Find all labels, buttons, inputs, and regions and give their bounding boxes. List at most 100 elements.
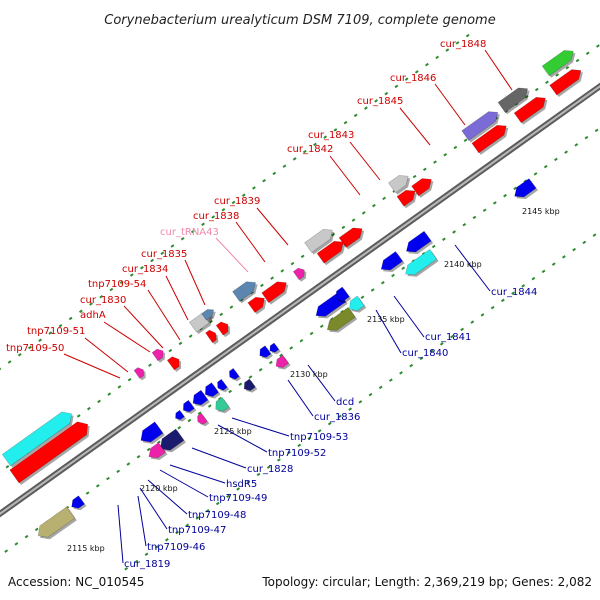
gene-arrow[interactable] (159, 428, 185, 451)
gene-arrow[interactable] (380, 251, 404, 271)
gene-arrow[interactable] (1, 411, 72, 467)
gene-label-dcd[interactable]: dcd (336, 397, 354, 408)
genome-backbone (0, 82, 600, 518)
gene-arrow[interactable] (182, 399, 195, 413)
gene-label-cur-trna43[interactable]: cur_tRNA43 (160, 227, 219, 238)
gene-arrow[interactable] (197, 412, 208, 425)
tick-mark (524, 95, 529, 99)
gene-label-tnp7109-48[interactable]: tnp7109-48 (188, 510, 246, 521)
gene-label-cur-1838[interactable]: cur_1838 (193, 211, 239, 222)
gene-arrow[interactable] (259, 345, 272, 358)
gene-arrow[interactable] (304, 228, 333, 253)
gene-label-tnp7109-54[interactable]: tnp7109-54 (88, 279, 146, 290)
tick-mark (372, 203, 376, 208)
gene-arrow[interactable] (9, 421, 89, 484)
gene-arrow[interactable] (316, 240, 344, 264)
tick-mark (5, 464, 10, 469)
gene-label-tnp7109-51[interactable]: tnp7109-51 (27, 326, 85, 337)
tick-mark (374, 99, 378, 103)
gene-arrow[interactable] (215, 321, 229, 336)
gene-arrow[interactable] (461, 111, 499, 141)
gene-arrow[interactable] (229, 367, 240, 380)
gene-arrow[interactable] (133, 367, 145, 379)
tick-mark (178, 341, 183, 346)
tick-mark (421, 251, 426, 256)
tick-mark (231, 200, 236, 205)
gene-label-tnp7109-46[interactable]: tnp7109-46 (147, 542, 205, 553)
gene-arrow[interactable] (261, 281, 287, 304)
tick-mark (175, 530, 179, 535)
gene-arrow[interactable] (326, 306, 356, 331)
gene-arrow[interactable] (204, 382, 219, 397)
gene-arrow[interactable] (37, 506, 76, 538)
gene-arrow[interactable] (471, 124, 507, 154)
gene-arrow[interactable] (205, 329, 217, 344)
gene-arrow[interactable] (217, 378, 228, 391)
gene-arrow[interactable] (497, 87, 528, 113)
gene-arrow[interactable] (541, 50, 574, 77)
gene-arrow[interactable] (71, 495, 85, 509)
gene-arrow[interactable] (275, 354, 290, 368)
tick-mark (180, 236, 185, 241)
tick-mark (452, 230, 456, 234)
gene-arrow[interactable] (232, 281, 256, 302)
gene-label-tnp7109-50[interactable]: tnp7109-50 (6, 343, 64, 354)
leader-line (434, 83, 466, 126)
gene-label-tnp7109-53[interactable]: tnp7109-53 (290, 432, 348, 443)
tick-mark (287, 450, 291, 455)
gene-arrow[interactable] (292, 267, 305, 281)
gene-arrow[interactable] (338, 227, 363, 248)
gene-label-hsdr5[interactable]: hsdR5 (226, 479, 257, 490)
gene-arrow[interactable] (406, 230, 432, 253)
gene-arrow[interactable] (514, 178, 537, 198)
gene-arrow[interactable] (215, 396, 230, 412)
gene-arrow[interactable] (388, 175, 409, 194)
gene-arrow[interactable] (349, 295, 365, 311)
gene-label-cur-1843[interactable]: cur_1843 (308, 130, 354, 141)
gene-label-cur-1835[interactable]: cur_1835 (141, 249, 187, 260)
tick-mark (394, 84, 399, 89)
gene-arrow[interactable] (335, 286, 350, 302)
gene-arrow[interactable] (243, 378, 256, 391)
gene-arrow[interactable] (201, 309, 215, 321)
gene-label-cur-1845[interactable]: cur_1845 (357, 96, 403, 107)
tick-mark (351, 218, 356, 222)
gene-arrow[interactable] (411, 178, 432, 197)
tick-mark (226, 494, 230, 498)
gene-arrow[interactable] (140, 421, 164, 443)
gene-label-cur-1839[interactable]: cur_1839 (214, 196, 260, 207)
gene-arrow[interactable] (151, 348, 164, 362)
gene-label-cur-1841[interactable]: cur_1841 (425, 332, 471, 343)
gene-label-cur-1840[interactable]: cur_1840 (402, 348, 448, 359)
gene-arrow[interactable] (175, 409, 185, 420)
gene-arrow[interactable] (513, 96, 546, 124)
tick-mark (116, 469, 121, 474)
gene-label-tnp7109-52[interactable]: tnp7109-52 (268, 448, 326, 459)
gene-label-adha[interactable]: adhA (80, 310, 106, 321)
gene-arrow[interactable] (405, 248, 438, 276)
tick-mark (425, 62, 429, 67)
gene-arrow[interactable] (166, 356, 180, 371)
tick-mark (156, 440, 161, 445)
gene-arrow[interactable] (269, 342, 280, 353)
tick-mark (443, 153, 448, 157)
gene-label-tnp7109-49[interactable]: tnp7109-49 (209, 493, 267, 504)
tick-mark (270, 276, 275, 280)
gene-label-cur-1848[interactable]: cur_1848 (440, 39, 486, 50)
gene-label-cur-1842[interactable]: cur_1842 (287, 144, 333, 155)
gene-label-cur-1836[interactable]: cur_1836 (314, 412, 360, 423)
gene-label-cur-1846[interactable]: cur_1846 (390, 73, 436, 84)
scale-label-2115: 2115 kbp (67, 544, 105, 553)
gene-arrow[interactable] (247, 296, 265, 313)
gene-label-cur-1844[interactable]: cur_1844 (491, 287, 537, 298)
gene-label-cur-1828[interactable]: cur_1828 (247, 464, 293, 475)
gene-label-cur-1819[interactable]: cur_1819 (124, 559, 170, 570)
gene-arrow[interactable] (549, 69, 582, 96)
gene-arrow[interactable] (148, 442, 166, 459)
gene-label-cur-1834[interactable]: cur_1834 (122, 264, 168, 275)
gene-arrow[interactable] (396, 189, 416, 207)
gene-arrow[interactable] (192, 389, 209, 406)
gene-label-cur-1830[interactable]: cur_1830 (80, 295, 126, 306)
gene-label-tnp7109-47[interactable]: tnp7109-47 (168, 525, 226, 536)
tick-mark (256, 472, 261, 477)
